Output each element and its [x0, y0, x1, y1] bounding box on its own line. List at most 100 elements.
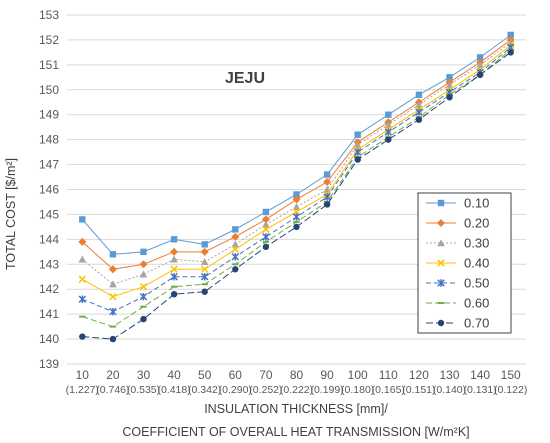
data-point — [109, 325, 117, 328]
data-point — [292, 195, 301, 204]
data-point — [232, 226, 239, 233]
y-tick-label: 144 — [39, 232, 59, 246]
legend-marker — [437, 279, 445, 287]
data-point — [140, 248, 147, 256]
x-axis-label-line2: COEFFICIENT OF OVERALL HEAT TRANSMISSION… — [122, 425, 469, 439]
x-tick-sublabel: (0.199) — [310, 384, 343, 396]
data-point — [170, 273, 178, 281]
data-point — [446, 94, 453, 101]
x-tick-sublabel: (0.165) — [372, 384, 405, 396]
legend-label: 0.30 — [464, 236, 489, 251]
x-tick-sublabel: (1.227) — [66, 384, 99, 396]
x-axis-ticks: 10 (1.227) 20 (0.746) 30 (0.535) 40 (0.418) 50 (0… — [66, 368, 528, 396]
data-point — [140, 305, 147, 308]
y-tick-label: 152 — [39, 33, 59, 47]
data-point — [353, 140, 362, 148]
data-point — [200, 273, 209, 281]
data-point — [446, 74, 453, 81]
data-point — [262, 225, 270, 234]
data-point — [323, 178, 332, 187]
x-tick-sublabel: (0.746) — [96, 384, 129, 396]
data-point — [231, 245, 240, 254]
data-point — [476, 54, 484, 61]
data-point — [384, 120, 393, 128]
data-point — [415, 100, 423, 108]
data-point — [262, 233, 270, 241]
data-point — [201, 288, 208, 295]
legend-label: 0.70 — [464, 316, 489, 331]
data-point — [79, 315, 86, 318]
data-point — [323, 171, 331, 178]
data-point — [78, 275, 87, 283]
data-point — [353, 148, 362, 156]
data-point — [109, 251, 117, 258]
data-point — [385, 111, 392, 118]
data-point — [293, 223, 300, 231]
x-tick-label: 120 — [409, 368, 429, 382]
x-tick-sublabel: (0.290) — [219, 384, 252, 396]
legend-marker — [437, 319, 445, 327]
data-point — [200, 265, 209, 274]
y-tick-label: 153 — [39, 8, 59, 22]
data-point — [476, 71, 484, 79]
series-0.40 — [78, 41, 515, 301]
y-tick-label: 148 — [39, 133, 59, 147]
x-tick-label: 70 — [259, 368, 273, 382]
data-point — [109, 307, 117, 316]
x-tick-label: 20 — [106, 368, 120, 382]
data-point — [109, 280, 117, 288]
data-point — [354, 156, 361, 163]
grid-lines — [67, 14, 526, 365]
legend-marker — [437, 199, 445, 207]
data-point — [262, 243, 270, 251]
legend-item: 0.20 — [426, 216, 489, 231]
data-point — [201, 283, 208, 286]
x-tick-sublabel: (0.131) — [463, 384, 496, 396]
x-tick-label: 130 — [439, 368, 459, 382]
legend-marker — [437, 302, 445, 304]
y-tick-label: 141 — [39, 307, 59, 321]
x-tick-label: 100 — [348, 368, 368, 382]
y-tick-label: 150 — [39, 83, 59, 97]
data-point — [170, 255, 178, 263]
data-point — [507, 31, 514, 39]
data-point — [261, 215, 270, 224]
legend-item: 0.30 — [426, 236, 489, 251]
y-tick-label: 149 — [39, 108, 59, 122]
data-point — [139, 282, 148, 291]
legend-label: 0.50 — [464, 276, 489, 291]
y-tick-label: 146 — [39, 183, 59, 197]
x-tick-sublabel: (0.122) — [494, 384, 527, 396]
data-point — [170, 236, 178, 243]
x-tick-sublabel: (0.222) — [280, 384, 313, 396]
legend-label: 0.10 — [464, 196, 489, 211]
x-tick-sublabel: (0.418) — [157, 384, 190, 396]
legend-label: 0.60 — [464, 296, 489, 311]
data-point — [507, 49, 514, 56]
data-point — [231, 240, 240, 248]
legend-marker — [437, 219, 445, 227]
chart-annotation: JEJU — [225, 70, 265, 87]
x-tick-label: 60 — [229, 368, 243, 382]
x-tick-label: 80 — [290, 368, 304, 382]
data-point — [231, 253, 240, 261]
legend: 0.10 0.20 0.30 0.40 0.50 0.60 0.70 — [417, 192, 512, 334]
x-tick-label: 30 — [137, 368, 151, 382]
data-point — [323, 201, 331, 208]
x-tick-sublabel: (0.180) — [341, 384, 374, 396]
x-tick-label: 110 — [379, 368, 398, 382]
legend-item: 0.60 — [426, 296, 489, 311]
data-point — [231, 232, 240, 241]
data-point — [415, 116, 423, 123]
legend-marker — [437, 239, 445, 247]
data-point — [140, 315, 147, 323]
y-axis-ticks: 139 140 141 142 143 144 145 146 147 148 149 150 151 1… — [39, 8, 59, 371]
data-point — [476, 61, 484, 69]
x-tick-label: 150 — [501, 368, 521, 382]
series-line — [82, 51, 511, 340]
data-point — [170, 247, 179, 256]
x-tick-label: 40 — [167, 368, 181, 382]
data-point — [78, 255, 87, 263]
y-tick-label: 142 — [39, 282, 59, 296]
